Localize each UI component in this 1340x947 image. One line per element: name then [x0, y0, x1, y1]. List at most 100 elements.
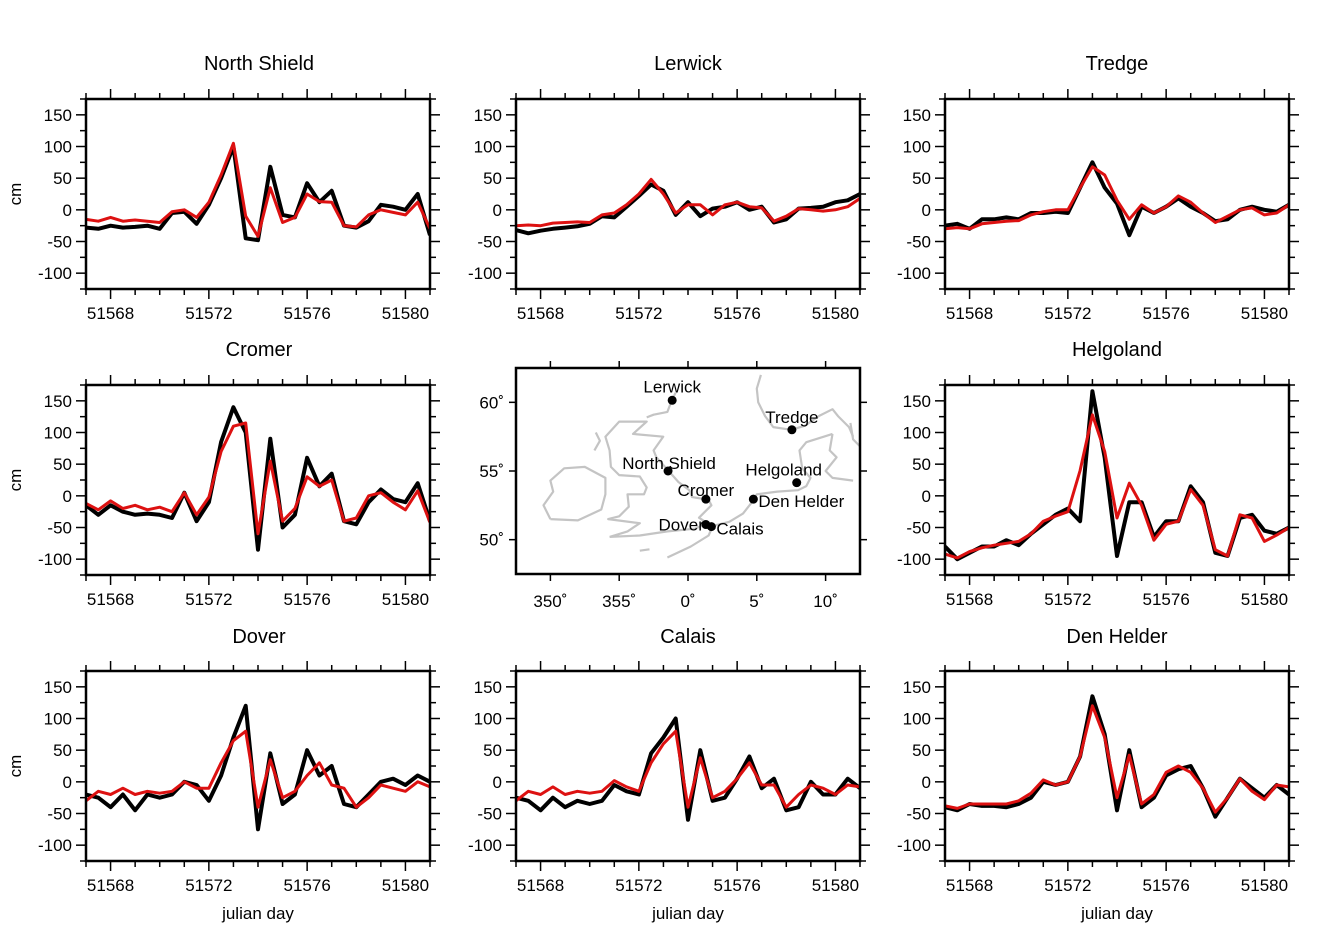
x-tick-label: 51568	[946, 304, 993, 323]
y-tick-label: -100	[468, 836, 502, 855]
y-tick-label: -100	[897, 264, 931, 283]
x-tick-label: 51572	[1044, 876, 1091, 895]
station-map: 350˚ 355˚ 0˚ 5˚ 10˚ 60˚ 55˚ 50˚ Lerwick Tredge Nor…	[479, 361, 867, 611]
lat-tick-label: 60˚	[479, 393, 504, 412]
panel-cromer: 51568 51572 51576 51580 150 100 50 0 -50 -100	[38, 375, 440, 609]
y-tick-label: -50	[477, 233, 502, 252]
series-model-line	[945, 165, 1289, 231]
plot-frame	[514, 669, 862, 863]
series-model-line	[86, 729, 430, 809]
panel-title-north-shield: North Shield	[204, 53, 314, 75]
x-tick-label: 51576	[284, 304, 331, 323]
x-tick-label: 51576	[284, 876, 331, 895]
y-tick-label: 150	[44, 106, 72, 125]
ylabel-row3: cm	[6, 755, 25, 778]
plot-frame	[514, 97, 862, 291]
station-label-lerwick: Lerwick	[643, 377, 701, 396]
x-tick-label: 51576	[284, 590, 331, 609]
y-tick-label: 50	[53, 169, 72, 188]
lon-tick-label: 350˚	[533, 592, 567, 611]
x-tick-label: 51576	[714, 304, 761, 323]
y-tick-label: 50	[912, 741, 931, 760]
y-tick-label: 0	[63, 201, 72, 220]
y-tick-label: 0	[63, 773, 72, 792]
x-tick-label: 51568	[87, 876, 134, 895]
lon-tick-label: 5˚	[749, 592, 764, 611]
plot-frame	[943, 669, 1291, 863]
y-tick-label: 0	[922, 487, 931, 506]
y-tick-label: -100	[897, 550, 931, 569]
series-observed-line	[86, 144, 430, 243]
y-tick-label: 100	[44, 424, 72, 443]
y-tick-label: 100	[44, 710, 72, 729]
x-tick-label: 51580	[382, 876, 429, 895]
lon-tick-label: 10˚	[813, 592, 838, 611]
y-tick-label: -100	[38, 836, 72, 855]
x-tick-label: 51568	[946, 590, 993, 609]
x-tick-label: 51568	[946, 876, 993, 895]
series-model-line	[86, 141, 430, 238]
panel-title-calais: Calais	[660, 626, 716, 648]
y-tick-label: 100	[44, 138, 72, 157]
y-tick-label: -100	[38, 550, 72, 569]
panel-title-den-helder: Den Helder	[1066, 626, 1168, 648]
x-tick-label: 51576	[1143, 876, 1190, 895]
y-tick-label: 150	[44, 678, 72, 697]
x-tick-label: 51572	[185, 304, 232, 323]
y-tick-label: 0	[922, 773, 931, 792]
y-tick-label: 100	[903, 424, 931, 443]
station-label-north-shield: North Shield	[622, 454, 716, 473]
station-marker-helgoland	[792, 478, 802, 488]
x-tick-label: 51568	[517, 876, 564, 895]
x-tick-label: 51572	[185, 590, 232, 609]
station-label-helgoland: Helgoland	[745, 461, 822, 480]
xlabel-dover: julian day	[221, 904, 294, 923]
ylabel-row1: cm	[6, 183, 25, 206]
y-tick-label: 150	[474, 106, 502, 125]
x-tick-label: 51576	[1143, 304, 1190, 323]
station-label-dover: Dover	[659, 516, 705, 535]
x-tick-label: 51568	[87, 304, 134, 323]
station-marker-lerwick	[667, 395, 677, 405]
series-model-line	[516, 729, 860, 809]
station-marker-tredge	[787, 425, 797, 435]
xlabel-calais: julian day	[651, 904, 724, 923]
y-tick-label: 150	[903, 678, 931, 697]
series-observed-line	[945, 160, 1289, 238]
lat-tick-label: 55˚	[479, 462, 504, 481]
y-tick-label: 100	[474, 138, 502, 157]
x-tick-label: 51572	[615, 876, 662, 895]
plot-frame	[84, 97, 432, 291]
y-tick-label: 50	[53, 455, 72, 474]
ylabel-row2: cm	[6, 469, 25, 492]
y-tick-label: 150	[903, 106, 931, 125]
panel-dover: 51568 51572 51576 51580 150 100 50 0 -50 -100	[38, 661, 440, 895]
series-observed-line	[516, 716, 860, 822]
station-marker-north-shield	[663, 466, 673, 476]
x-tick-label: 51572	[1044, 304, 1091, 323]
series-model-line	[86, 421, 430, 536]
y-tick-label: 100	[903, 138, 931, 157]
y-tick-label: 50	[912, 169, 931, 188]
y-tick-label: -50	[47, 519, 72, 538]
panel-title-lerwick: Lerwick	[654, 53, 723, 75]
y-tick-label: 150	[44, 392, 72, 411]
plot-frame	[84, 669, 432, 863]
x-tick-label: 51580	[1241, 876, 1288, 895]
lon-tick-label: 0˚	[680, 592, 695, 611]
station-marker-cromer	[701, 494, 711, 504]
y-tick-label: -50	[477, 805, 502, 824]
y-tick-label: -100	[468, 264, 502, 283]
y-tick-label: -100	[38, 264, 72, 283]
y-tick-label: 0	[493, 201, 502, 220]
panel-helgoland: 51568 51572 51576 51580 150 100 50 0 -50 -100	[897, 375, 1299, 609]
y-tick-label: 0	[63, 487, 72, 506]
y-tick-label: -50	[906, 233, 931, 252]
plot-frame	[943, 97, 1291, 291]
x-tick-label: 51580	[812, 876, 859, 895]
y-tick-label: 50	[483, 741, 502, 760]
y-tick-label: 50	[483, 169, 502, 188]
x-tick-label: 51572	[185, 876, 232, 895]
x-tick-label: 51580	[382, 304, 429, 323]
series-model-line	[945, 413, 1289, 560]
